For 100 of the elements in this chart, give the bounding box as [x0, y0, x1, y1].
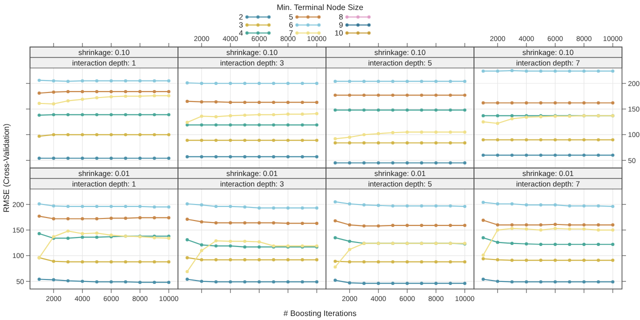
point: [124, 260, 128, 264]
point: [80, 204, 84, 208]
point: [406, 80, 409, 83]
point: [258, 155, 261, 158]
point: [110, 156, 113, 160]
point: [434, 108, 438, 112]
point: [66, 113, 70, 116]
point: [463, 224, 466, 228]
point: [186, 278, 189, 281]
point: [124, 280, 128, 284]
point: [243, 280, 246, 284]
point: [463, 80, 466, 83]
point: [510, 114, 514, 118]
point: [214, 82, 218, 85]
point: [334, 94, 337, 97]
point: [315, 258, 318, 262]
point: [362, 260, 366, 264]
point: [448, 141, 452, 144]
point: [38, 278, 41, 281]
point: [110, 260, 113, 264]
point: [110, 113, 113, 116]
point: [420, 282, 424, 285]
point: [300, 123, 304, 127]
point: [66, 236, 70, 240]
point: [482, 218, 485, 222]
point: [496, 258, 500, 262]
point: [406, 108, 409, 112]
point: [214, 115, 218, 118]
point: [200, 243, 204, 246]
point: [258, 221, 261, 224]
point: [539, 154, 542, 157]
point: [167, 94, 170, 98]
point: [362, 94, 366, 97]
point: [596, 280, 600, 284]
point: [524, 203, 528, 206]
point: [38, 92, 41, 95]
point: [434, 204, 438, 208]
point: [348, 94, 352, 97]
point: [420, 260, 424, 264]
point: [568, 69, 572, 73]
point: [510, 280, 514, 284]
point: [138, 156, 142, 160]
point: [110, 204, 113, 208]
point: [568, 258, 572, 262]
point: [448, 282, 452, 285]
point: [80, 79, 84, 82]
point: [243, 138, 246, 142]
point: [524, 154, 528, 157]
point: [258, 100, 261, 104]
point: [315, 82, 318, 85]
point: [66, 260, 70, 264]
point: [420, 224, 424, 228]
point: [334, 219, 337, 222]
point: [496, 138, 500, 142]
point: [334, 137, 337, 140]
point: [300, 155, 304, 158]
point: [391, 131, 394, 134]
point: [80, 232, 84, 236]
point: [214, 221, 218, 224]
point: [38, 202, 41, 206]
point: [258, 245, 261, 249]
point: [362, 133, 366, 136]
point: [243, 245, 246, 249]
point: [80, 217, 84, 220]
point: [510, 258, 514, 262]
point: [124, 90, 128, 94]
point: [496, 69, 500, 73]
point: [434, 94, 438, 97]
point: [167, 260, 170, 264]
point: [186, 238, 189, 242]
point: [258, 138, 261, 142]
point: [554, 154, 557, 157]
point: [348, 141, 352, 144]
point: [214, 280, 218, 284]
point: [510, 154, 514, 157]
point: [80, 156, 84, 160]
point: [510, 68, 514, 72]
point: [200, 155, 204, 158]
point: [510, 242, 514, 245]
point: [539, 101, 542, 104]
point: [66, 133, 70, 136]
point: [167, 113, 170, 116]
point: [66, 229, 70, 233]
point: [80, 260, 84, 264]
point: [406, 204, 409, 208]
point: [510, 223, 514, 226]
point: [582, 69, 586, 73]
point: [272, 113, 276, 116]
point: [482, 154, 485, 157]
point: [52, 102, 56, 106]
point: [376, 282, 380, 285]
point: [391, 141, 394, 144]
point: [448, 260, 452, 264]
point: [434, 161, 438, 164]
point: [315, 222, 318, 225]
point: [554, 69, 557, 73]
point: [391, 94, 394, 97]
point: [391, 80, 394, 83]
point: [596, 228, 600, 232]
point: [80, 113, 84, 116]
